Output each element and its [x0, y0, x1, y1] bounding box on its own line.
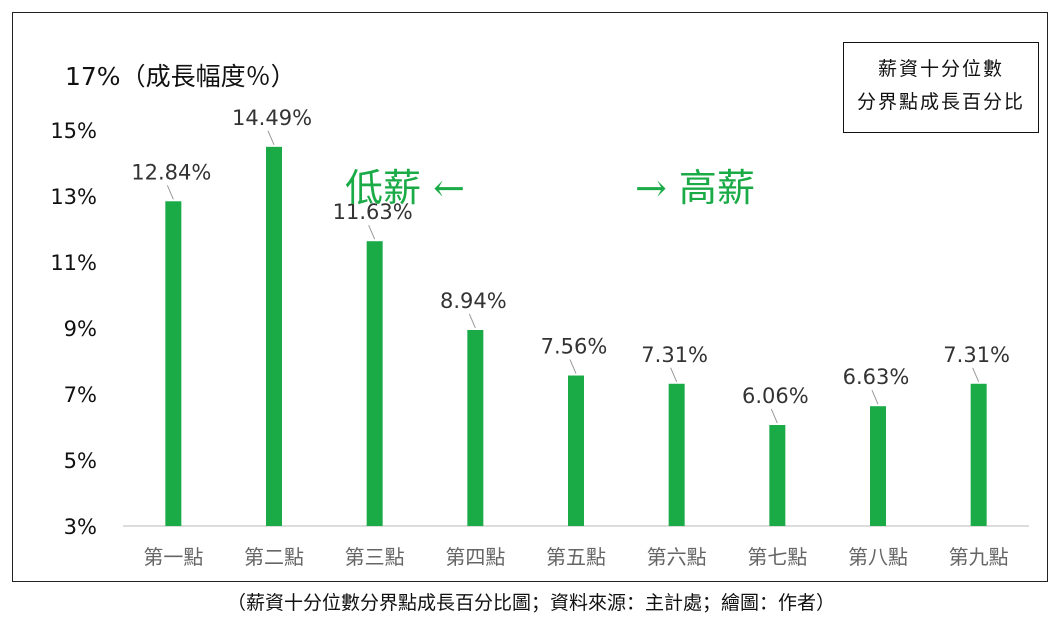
x-tick-label: 第一點 — [143, 545, 203, 569]
x-tick-label: 第三點 — [345, 545, 405, 569]
y-tick-label: 11% — [50, 251, 97, 275]
figure-caption: （薪資十分位數分界點成長百分比圖；資料來源：主計處；繪圖：作者） — [226, 592, 835, 614]
y-tick-label: 3% — [64, 515, 97, 539]
data-label: 7.31% — [641, 343, 708, 367]
bar — [769, 425, 786, 526]
x-tick-label: 第七點 — [747, 545, 807, 569]
legend-line-1: 薪資十分位數 — [877, 58, 1004, 80]
x-tick-label: 第四點 — [445, 545, 505, 569]
y-tick-label: 7% — [64, 383, 97, 407]
bar — [870, 406, 886, 526]
y-tick-label: 9% — [64, 317, 97, 341]
bar-chart: 3% 5% 7% 9% 11% 13% 15% 12.84% 第一點 14.49% 第二點 11.63… — [50, 106, 1029, 569]
x-tick-label: 第二點 — [244, 545, 304, 569]
chart-frame: 3% 5% 7% 9% 11% 13% 15% 12.84% 第一點 14.49% 第二點 11.63… — [12, 12, 1048, 582]
high-salary-annotation: → 高薪 — [635, 166, 755, 210]
data-label: 8.94% — [440, 289, 507, 313]
bar — [467, 329, 484, 526]
bar — [366, 241, 383, 526]
leader-line — [569, 359, 577, 374]
x-tick-label: 第八點 — [848, 545, 908, 569]
bar — [165, 201, 182, 526]
leader-line — [468, 313, 476, 329]
data-label: 14.49% — [232, 106, 312, 130]
y-tick-label: 5% — [64, 449, 97, 473]
data-label: 7.31% — [943, 343, 1010, 367]
y-axis-label: 17%（成長幅度％） — [65, 62, 296, 91]
x-tick-label: 第九點 — [949, 545, 1009, 569]
leader-line — [670, 367, 678, 382]
bar — [668, 383, 685, 526]
bar — [970, 383, 987, 526]
y-tick-label: 15% — [50, 119, 97, 143]
leader-line — [972, 367, 980, 382]
leader-line — [871, 390, 879, 405]
bar — [266, 146, 282, 526]
legend-box: 薪資十分位數 分界點成長百分比 — [843, 42, 1039, 133]
leader-line — [368, 225, 376, 240]
data-label: 12.84% — [131, 160, 211, 184]
data-label: 6.63% — [843, 365, 910, 389]
leader-line — [770, 408, 778, 424]
bar — [568, 375, 584, 526]
low-salary-annotation: 低薪 ← — [345, 166, 465, 210]
leader-line — [166, 185, 174, 200]
legend-line-2: 分界點成長百分比 — [856, 91, 1025, 113]
x-tick-label: 第六點 — [647, 545, 707, 569]
data-label: 7.56% — [541, 335, 608, 359]
leader-line — [267, 130, 275, 146]
x-tick-label: 第五點 — [546, 545, 606, 569]
data-label: 6.06% — [742, 384, 809, 408]
y-tick-label: 13% — [50, 185, 97, 209]
data-label: 11.63% — [333, 200, 413, 224]
